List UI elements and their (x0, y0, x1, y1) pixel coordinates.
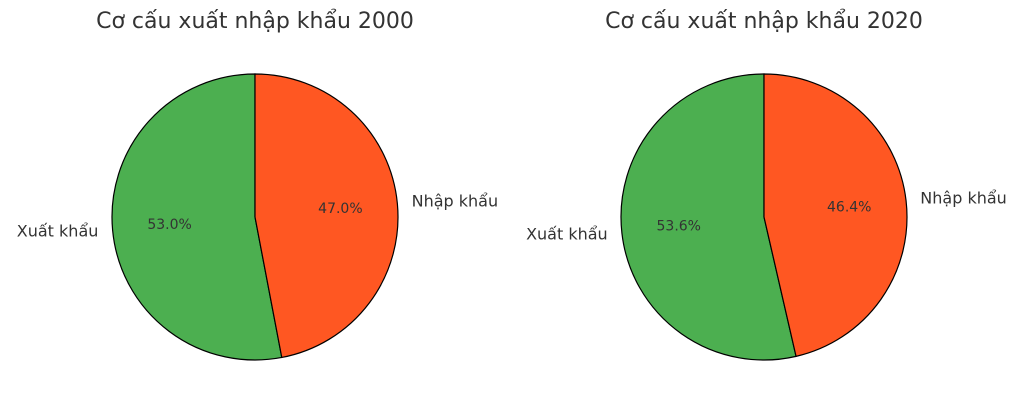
pie-slice (111, 73, 283, 361)
value-label: 46.4% (827, 199, 871, 215)
pie-slice (254, 73, 399, 359)
value-label: 53.6% (657, 219, 701, 235)
slice-label: Xuất khẩu (526, 224, 608, 243)
slice-label: Nhập khẩu (920, 189, 1007, 208)
slice-label: Xuất khẩu (17, 221, 99, 240)
pie-slice (620, 73, 797, 361)
pie-slice (763, 73, 908, 358)
value-label: 53.0% (147, 217, 191, 233)
chart-title: Cơ cấu xuất nhập khẩu 2000 (96, 9, 414, 34)
value-label: 47.0% (318, 201, 362, 217)
chart-title: Cơ cấu xuất nhập khẩu 2020 (605, 9, 923, 34)
slice-label: Nhập khẩu (412, 192, 499, 211)
